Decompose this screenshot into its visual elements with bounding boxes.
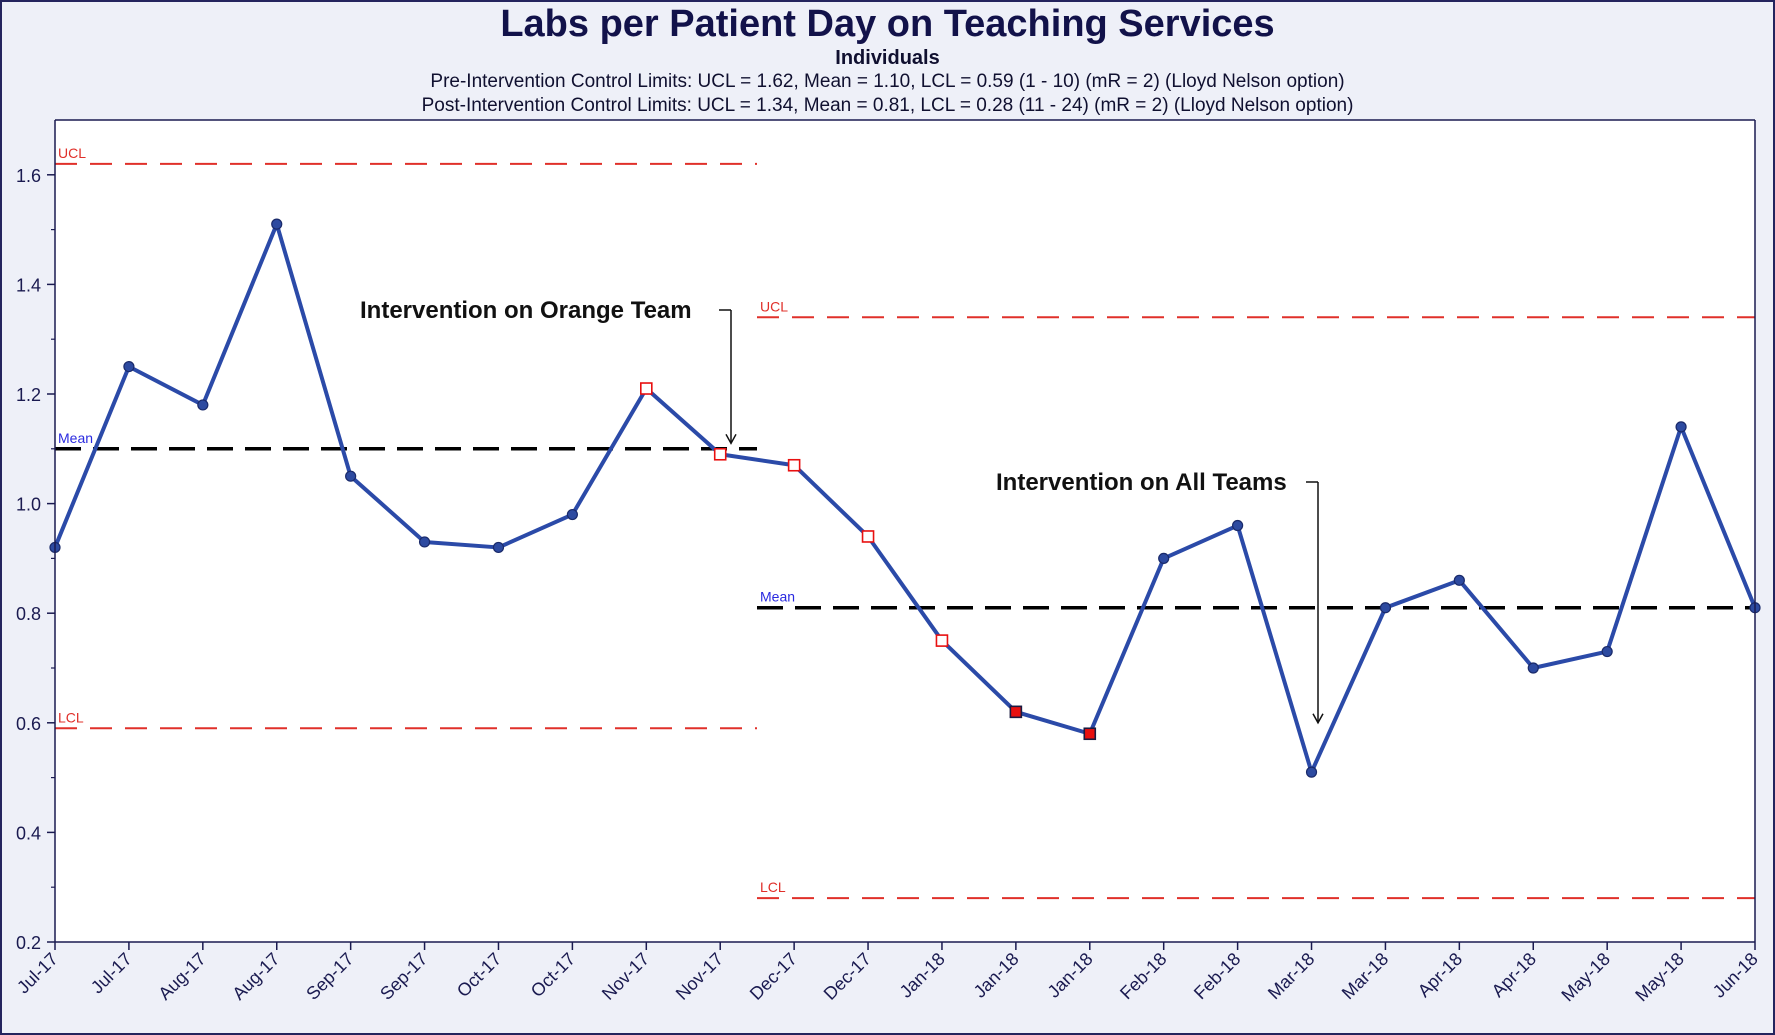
x-tick-label: Nov-17	[672, 949, 727, 1004]
x-tick-label: Jan-18	[970, 949, 1023, 1002]
x-tick-label: May-18	[1557, 949, 1614, 1006]
lcl-label-phase-1: LCL	[58, 709, 84, 725]
x-tick-label: Jul-17	[13, 949, 62, 998]
data-point-flagged	[861, 530, 875, 543]
post-intervention-limits-text: Post-Intervention Control Limits: UCL = …	[421, 95, 1354, 116]
data-point	[566, 508, 578, 521]
data-point	[1158, 552, 1170, 565]
annotations: Intervention on Orange Team Intervention …	[360, 297, 1324, 725]
x-tick-label: Mar-18	[1264, 949, 1318, 1003]
data-point	[1232, 519, 1244, 532]
data-point-flagged	[787, 458, 801, 472]
y-tick-label: 0.2	[16, 933, 41, 953]
x-tick-label: Aug-17	[154, 949, 209, 1004]
data-series	[49, 218, 1761, 778]
x-tick-label: Jun-18	[1709, 949, 1762, 1002]
x-tick-label: Oct-17	[527, 949, 579, 1001]
y-tick-label: 0.8	[16, 604, 41, 624]
y-tick-label: 1.6	[16, 166, 41, 186]
chart-subtitle: Individuals	[835, 47, 940, 69]
ucl-label-phase-2: UCL	[760, 298, 788, 314]
y-tick-label: 1.0	[16, 495, 41, 515]
data-point	[492, 541, 505, 554]
data-point-flagged	[640, 382, 653, 395]
data-point	[123, 361, 135, 373]
x-tick-label: Jan-18	[896, 949, 949, 1002]
lcl-label-phase-2: LCL	[760, 879, 786, 895]
x-tick-label: Aug-17	[228, 949, 283, 1004]
data-point	[271, 218, 283, 230]
x-tick-label: Feb-18	[1116, 949, 1170, 1003]
x-tick-label: May-18	[1631, 949, 1688, 1006]
y-tick-label: 1.2	[16, 385, 41, 405]
x-tick-label: Dec-17	[746, 949, 801, 1004]
data-point	[1305, 766, 1318, 778]
y-tick-label: 1.4	[16, 275, 41, 295]
data-point	[418, 536, 431, 548]
annotation-label-2: Intervention on All Teams	[996, 469, 1287, 496]
data-point	[1601, 645, 1613, 658]
data-point-flagged	[1009, 705, 1023, 719]
y-tick-label: 0.6	[16, 714, 41, 734]
data-point	[1675, 421, 1687, 433]
x-tick-label: Nov-17	[598, 949, 653, 1004]
data-point	[197, 399, 209, 411]
x-tick-label: Jul-17	[87, 949, 136, 998]
x-tick-label: Jan-18	[1044, 949, 1097, 1002]
y-tick-label: 0.4	[16, 823, 41, 843]
x-tick-label: Sep-17	[302, 949, 357, 1004]
x-tick-label: Apr-18	[1488, 949, 1540, 1001]
data-point	[1379, 602, 1392, 614]
chart-title: Labs per Patient Day on Teaching Service…	[500, 3, 1275, 45]
mean-label-phase-1: Mean	[58, 430, 93, 446]
x-tick-label: Dec-17	[820, 949, 875, 1004]
data-point	[1527, 662, 1539, 674]
data-point-flagged	[713, 447, 727, 461]
title-block: Labs per Patient Day on Teaching Service…	[0, 0, 1775, 118]
data-point	[1453, 574, 1465, 586]
data-point-flagged	[1083, 727, 1097, 741]
annotation-label-1: Intervention on Orange Team	[360, 297, 692, 324]
x-tick-label: Feb-18	[1190, 949, 1244, 1003]
x-tick-label: Apr-18	[1414, 949, 1466, 1001]
series-line	[53, 222, 1757, 775]
x-tick-label: Oct-17	[453, 949, 505, 1001]
x-tick-label: Mar-18	[1338, 949, 1392, 1003]
data-point	[345, 470, 357, 482]
mean-label-phase-2: Mean	[760, 589, 795, 605]
annotation-arrowhead-1	[725, 433, 737, 445]
ucl-label-phase-1: UCL	[58, 145, 86, 161]
annotation-arrowhead-2	[1312, 713, 1324, 725]
control-limits: UCL LCL Mean UCL LCL Mean	[55, 145, 1755, 900]
plot-area	[55, 120, 1755, 942]
pre-intervention-limits-text: Pre-Intervention Control Limits: UCL = 1…	[430, 71, 1345, 92]
x-tick-label: Sep-17	[376, 949, 431, 1004]
data-point-flagged	[935, 634, 949, 647]
